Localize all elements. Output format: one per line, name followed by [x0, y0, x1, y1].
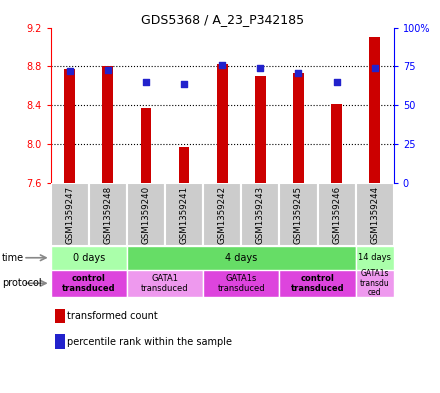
Point [219, 62, 226, 68]
Text: GATA1s
transduced: GATA1s transduced [217, 274, 265, 293]
Text: percentile rank within the sample: percentile rank within the sample [67, 336, 232, 347]
Text: GATA1s
transdu
ced: GATA1s transdu ced [360, 269, 389, 298]
Text: time: time [2, 253, 24, 263]
Text: GSM1359241: GSM1359241 [180, 185, 189, 244]
Bar [279, 270, 356, 297]
Bar [203, 270, 279, 297]
Bar [165, 184, 203, 246]
Bar [141, 108, 151, 184]
Bar [293, 73, 304, 184]
Text: GSM1359243: GSM1359243 [256, 185, 265, 244]
Point [143, 79, 150, 85]
Text: GSM1359248: GSM1359248 [103, 185, 112, 244]
Bar [318, 184, 356, 246]
Text: GSM1359242: GSM1359242 [218, 185, 227, 244]
Bar [127, 246, 356, 270]
Point [66, 68, 73, 74]
Text: GSM1359240: GSM1359240 [141, 185, 150, 244]
Point [257, 65, 264, 71]
Point [371, 65, 378, 71]
Title: GDS5368 / A_23_P342185: GDS5368 / A_23_P342185 [141, 13, 304, 26]
Bar [51, 246, 127, 270]
Bar [255, 76, 266, 184]
Bar [356, 184, 394, 246]
Bar [203, 184, 241, 246]
Point [333, 79, 340, 85]
Bar [64, 70, 75, 184]
Point [295, 70, 302, 76]
Text: GSM1359246: GSM1359246 [332, 185, 341, 244]
Bar [241, 184, 279, 246]
Text: GSM1359245: GSM1359245 [294, 185, 303, 244]
Point [180, 81, 187, 87]
Text: control
transduced: control transduced [62, 274, 116, 293]
Bar [89, 184, 127, 246]
Text: GSM1359247: GSM1359247 [65, 185, 74, 244]
Text: transformed count: transformed count [67, 311, 158, 321]
Bar [331, 105, 342, 184]
Text: 14 days: 14 days [358, 253, 391, 262]
Bar [127, 184, 165, 246]
Bar [217, 64, 227, 184]
Text: GSM1359244: GSM1359244 [370, 185, 379, 244]
Text: GATA1
transduced: GATA1 transduced [141, 274, 189, 293]
Bar [103, 66, 113, 184]
Bar [356, 246, 394, 270]
Bar [370, 37, 380, 184]
Bar [127, 270, 203, 297]
Text: control
transduced: control transduced [291, 274, 345, 293]
Bar [356, 270, 394, 297]
Bar [51, 270, 127, 297]
Text: 4 days: 4 days [225, 253, 257, 263]
Bar [51, 184, 89, 246]
Bar [179, 147, 189, 184]
Point [104, 66, 111, 73]
Text: 0 days: 0 days [73, 253, 105, 263]
Text: protocol: protocol [2, 278, 42, 288]
Bar [279, 184, 318, 246]
